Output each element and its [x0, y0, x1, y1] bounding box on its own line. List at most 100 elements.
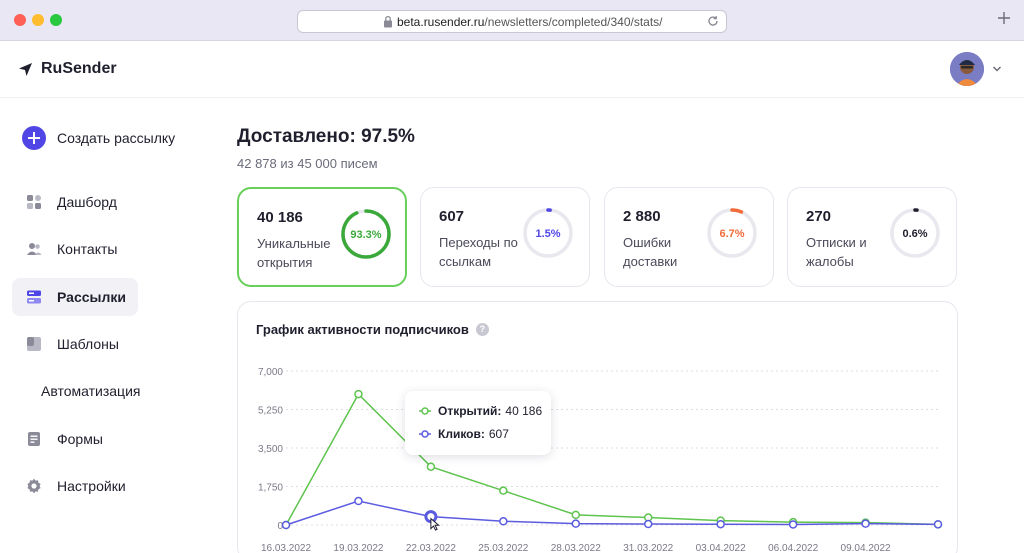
forms-icon: [28, 432, 40, 446]
sidebar-item-forms[interactable]: Формы: [12, 420, 138, 458]
sidebar-item-label: Автоматизация: [41, 383, 141, 399]
x-tick-label: 09.04.2022: [841, 543, 891, 553]
avatar[interactable]: [950, 52, 984, 86]
create-newsletter-label: Создать рассылку: [57, 130, 176, 146]
maximize-window-button[interactable]: [50, 14, 62, 26]
browser-toolbar: beta.rusender.ru/newsletters/completed/3…: [0, 0, 1024, 41]
x-tick-label: 31.03.2022: [623, 543, 673, 553]
data-point: [499, 486, 508, 495]
percent-text: 1.5%: [535, 228, 560, 240]
tooltip-opens-value: 40 186: [505, 404, 543, 418]
sidebar-item-newsletters[interactable]: Рассылки: [12, 278, 138, 316]
y-tick-label: 5,250: [258, 406, 283, 417]
templates-icon: [27, 337, 41, 351]
sidebar-item-settings[interactable]: Настройки: [12, 467, 138, 505]
chart-title-text: График активности подписчиков: [256, 322, 469, 337]
chevron-down-icon[interactable]: [992, 65, 1002, 73]
x-tick-label: 03.04.2022: [696, 543, 746, 553]
percent-text: 6.7%: [719, 228, 744, 240]
data-point: [426, 462, 436, 471]
settings-icon: [27, 478, 41, 494]
data-point: [716, 519, 725, 529]
tooltip-clicks-value: 607: [488, 427, 509, 441]
stat-card-unique-opens[interactable]: 40 186 Уникальные открытия 93.3%: [237, 187, 407, 287]
stat-value: 40 186: [257, 209, 303, 226]
activity-line-chart: 0 1,750 3,500 5,250 7,000 16.03.2022 19.03.202…: [258, 367, 943, 553]
opens-legend-marker: [419, 407, 431, 415]
sidebar-item-contacts[interactable]: Контакты: [12, 230, 138, 268]
sidebar-item-automation[interactable]: Автоматизация: [12, 372, 141, 410]
x-tick-label: 16.03.2022: [261, 543, 311, 553]
logo-arrow-icon: [19, 62, 32, 76]
progress-ring: 93.3%: [341, 209, 391, 259]
sidebar-item-dashboard[interactable]: Дашборд: [12, 183, 138, 221]
new-tab-icon[interactable]: [996, 10, 1012, 26]
page-subtitle: 42 878 из 45 000 писем: [237, 156, 378, 171]
address-bar[interactable]: beta.rusender.ru/newsletters/completed/3…: [297, 10, 727, 33]
help-icon[interactable]: ?: [475, 323, 489, 336]
data-point: [571, 519, 581, 528]
tooltip-opens-row: Открытий: 40 186: [419, 404, 542, 418]
reload-icon[interactable]: [706, 14, 720, 28]
chart-title: График активности подписчиков ?: [256, 322, 489, 337]
logo[interactable]: RuSender: [18, 60, 117, 78]
stat-label: Переходы по ссылкам: [439, 235, 518, 269]
y-tick-label: 0: [277, 521, 283, 532]
data-point: [643, 519, 653, 529]
sidebar-item-label: Шаблоны: [57, 336, 119, 352]
tooltip-clicks-label: Кликов:: [438, 427, 485, 441]
tooltip-opens-label: Открытий:: [438, 404, 502, 418]
url-text: beta.rusender.ru/newsletters/completed/3…: [397, 15, 663, 29]
progress-ring: 0.6%: [890, 208, 940, 258]
sidebar-item-templates[interactable]: Шаблоны: [12, 325, 138, 363]
contacts-icon: [27, 243, 42, 255]
stat-card-link-clicks[interactable]: 607 Переходы по ссылкам 1.5%: [420, 187, 590, 287]
series-line-opens: [285, 392, 939, 526]
percent-text: 93.3%: [350, 229, 381, 241]
sidebar-item-label: Дашборд: [57, 194, 117, 210]
stat-value: 270: [806, 208, 832, 225]
mouse-cursor-icon: [430, 517, 441, 531]
stat-label: Ошибки доставки: [623, 235, 678, 269]
data-point: [281, 520, 291, 530]
newsletters-icon: [27, 290, 41, 304]
brand-name: RuSender: [41, 60, 117, 77]
close-window-button[interactable]: [14, 14, 26, 26]
data-point: [933, 520, 943, 529]
activity-chart-card: График активности подписчиков ? 0 1,750 3,…: [237, 301, 958, 553]
y-tick-label: 7,000: [258, 367, 283, 378]
stat-label: Отписки и жалобы: [806, 235, 867, 269]
sidebar-item-label: Рассылки: [57, 289, 126, 305]
chart-tooltip: Открытий: 40 186 Кликов: 607: [405, 391, 551, 455]
data-point: [354, 496, 363, 506]
sidebar-item-label: Формы: [57, 431, 103, 447]
stat-value: 607: [439, 208, 465, 225]
data-point: [499, 517, 508, 526]
progress-ring: 1.5%: [523, 208, 573, 258]
stat-value: 2 880: [623, 208, 661, 225]
series-line-clicks: [285, 500, 939, 526]
data-point: [571, 510, 581, 520]
create-newsletter-button[interactable]: Создать рассылку: [22, 126, 175, 150]
x-tick-label: 22.03.2022: [406, 543, 456, 553]
stat-card-delivery-errors[interactable]: 2 880 Ошибки доставки 6.7%: [604, 187, 774, 287]
percent-text: 0.6%: [902, 228, 927, 240]
stat-card-unsubscribes[interactable]: 270 Отписки и жалобы 0.6%: [787, 187, 957, 287]
data-point: [354, 389, 363, 399]
lock-icon: [384, 15, 392, 28]
y-tick-label: 3,500: [258, 444, 283, 455]
x-tick-label: 28.03.2022: [551, 543, 601, 553]
x-tick-label: 19.03.2022: [333, 543, 383, 553]
data-point: [788, 520, 798, 529]
plus-icon: [22, 126, 46, 150]
avatar-image: [950, 52, 984, 86]
dashboard-icon: [27, 195, 41, 209]
data-point: [861, 519, 870, 528]
y-tick-label: 1,750: [258, 483, 283, 494]
sidebar-item-label: Контакты: [57, 241, 118, 257]
sidebar-item-label: Настройки: [57, 478, 126, 494]
x-tick-label: 06.04.2022: [768, 543, 818, 553]
minimize-window-button[interactable]: [32, 14, 44, 26]
clicks-legend-marker: [419, 430, 431, 438]
page-title: Доставлено: 97.5%: [237, 126, 415, 147]
